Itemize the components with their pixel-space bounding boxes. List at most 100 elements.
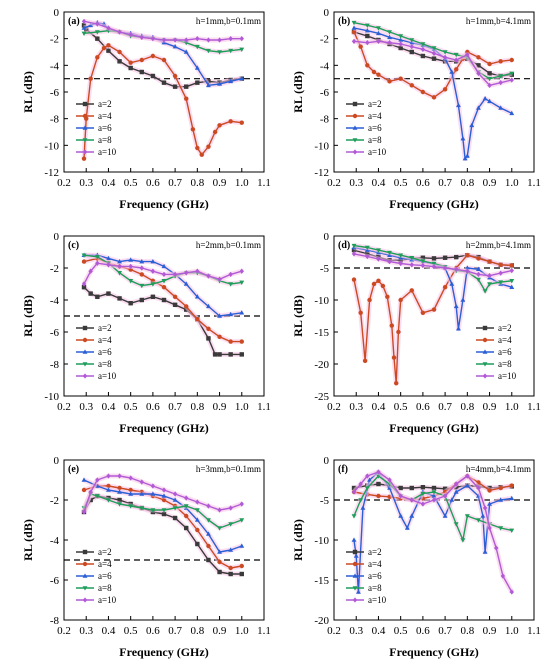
legend-marker <box>352 125 358 130</box>
data-point <box>172 84 178 89</box>
data-point <box>117 49 122 55</box>
data-point <box>150 36 156 42</box>
y-tick-label: -10 <box>314 295 329 307</box>
data-point <box>398 485 403 491</box>
data-point <box>365 63 370 68</box>
y-tick-label: -4 <box>50 295 60 307</box>
legend-marker <box>352 549 358 555</box>
y-tick-label: -12 <box>314 167 329 179</box>
data-point <box>206 543 211 549</box>
panel-params: h=2mm,b=0.1mm <box>196 240 261 250</box>
legend-label: a=6 <box>368 571 382 581</box>
data-point <box>409 497 414 503</box>
data-point <box>161 263 167 269</box>
data-point <box>351 277 357 282</box>
data-point <box>206 144 211 149</box>
data-point <box>460 538 466 543</box>
chart-panel-c: 0.2 0.3 0.4 0.5 0.6 0.7 0.8 0.9 1.0 1.1 0 -2 -4 -6 -8 -… <box>21 231 271 435</box>
data-point <box>206 48 211 54</box>
data-point <box>161 80 167 85</box>
data-point <box>454 481 459 487</box>
x-tick-label: 0.2 <box>57 401 71 413</box>
data-point <box>172 506 178 511</box>
data-point <box>442 265 448 271</box>
legend-label: a=6 <box>368 123 382 133</box>
y-tick-label: 0 <box>324 7 330 19</box>
data-point <box>431 493 437 498</box>
legend-marker <box>352 113 358 119</box>
data-point <box>442 493 448 499</box>
data-point <box>351 38 357 44</box>
data-point <box>487 525 492 531</box>
data-point <box>128 487 133 493</box>
data-point <box>172 515 178 521</box>
x-tick-label: 0.2 <box>327 177 341 189</box>
x-axis-title: Frequency (GHz) <box>119 645 208 659</box>
legend-marker <box>82 586 88 591</box>
data-point <box>465 52 470 58</box>
data-point <box>453 522 459 527</box>
data-point <box>117 59 122 64</box>
data-point <box>195 541 200 547</box>
data-point <box>376 38 381 44</box>
series-a-6 <box>81 477 245 555</box>
data-point <box>431 50 437 56</box>
data-point <box>431 261 437 267</box>
legend-marker <box>82 573 88 578</box>
data-point <box>482 289 488 294</box>
data-point <box>212 129 218 135</box>
data-point <box>409 38 415 43</box>
y-tick-label: -10 <box>44 391 59 403</box>
data-point <box>206 503 211 509</box>
x-tick-label: 0.9 <box>483 401 497 413</box>
data-point <box>351 25 357 30</box>
panel-params: h=1mm,b=4.1mm <box>466 16 531 26</box>
x-tick-label: 0.8 <box>460 401 474 413</box>
data-point <box>228 565 233 571</box>
x-tick-label: 0.5 <box>124 625 138 637</box>
data-point <box>139 506 145 511</box>
y-tick-label: -5 <box>320 495 330 507</box>
data-point <box>367 297 372 303</box>
data-point <box>431 490 437 495</box>
data-point <box>409 288 414 293</box>
data-point <box>106 262 111 268</box>
series-a-6 <box>81 252 245 319</box>
y-tick-label: -5 <box>320 263 330 275</box>
data-point <box>195 268 200 274</box>
data-point <box>106 473 111 479</box>
data-point <box>398 41 403 47</box>
data-point <box>449 497 455 502</box>
data-point <box>453 52 459 58</box>
legend-label: a=4 <box>368 111 382 121</box>
legend-marker <box>352 149 358 155</box>
y-tick-label: 0 <box>324 231 330 243</box>
data-point <box>184 84 189 89</box>
data-point <box>482 505 488 511</box>
data-point <box>465 473 470 479</box>
data-point <box>387 40 392 46</box>
data-point <box>431 264 437 270</box>
data-point <box>494 545 499 551</box>
data-point <box>376 248 381 253</box>
data-point <box>172 37 178 43</box>
data-point <box>364 23 370 28</box>
data-point <box>509 284 515 289</box>
x-tick-label: 0.4 <box>102 625 116 637</box>
series-a-10 <box>81 473 244 515</box>
series-a-4 <box>351 29 514 100</box>
data-point <box>217 507 222 513</box>
x-tick-label: 0.9 <box>213 401 227 413</box>
data-point <box>206 518 211 523</box>
panel-label: (a) <box>68 16 80 27</box>
data-point <box>239 518 245 523</box>
data-point <box>398 37 404 42</box>
data-point <box>172 271 178 278</box>
x-tick-label: 1.1 <box>527 401 541 413</box>
data-point <box>139 479 144 485</box>
data-point <box>228 571 233 577</box>
data-point <box>184 525 189 531</box>
data-point <box>206 326 211 331</box>
series-a-8 <box>351 20 515 82</box>
